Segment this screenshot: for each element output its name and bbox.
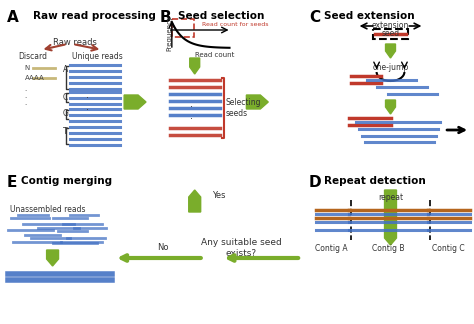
Text: Raw reads: Raw reads [53,38,96,47]
Text: ·: · [25,88,27,94]
Text: B: B [160,10,172,25]
Text: Seed extension: Seed extension [324,11,415,21]
Text: C: C [309,10,320,25]
Text: A: A [63,65,68,75]
FancyArrow shape [124,95,146,109]
Text: seed: seed [382,29,400,39]
Text: AAAA: AAAA [25,75,45,81]
Text: Read count: Read count [195,52,234,58]
Text: No: No [157,244,168,252]
Text: Contig A: Contig A [315,244,347,253]
Text: A: A [7,10,18,25]
Text: Contig merging: Contig merging [21,176,112,186]
Bar [373,29,409,39]
Text: C: C [63,92,68,101]
Text: T: T [63,128,67,136]
FancyArrow shape [385,44,395,58]
Text: Frequency: Frequency [166,15,172,51]
Text: G: G [63,110,68,119]
Text: one-jump: one-jump [373,64,409,73]
Text: ·: · [25,102,27,108]
Text: Seed selection: Seed selection [178,11,264,21]
Bar [172,19,194,37]
Text: N: N [25,65,30,71]
Text: Read count for seeds: Read count for seeds [201,22,268,27]
Text: Contig B: Contig B [372,244,405,253]
Text: Discard: Discard [18,52,47,61]
Text: E: E [7,175,17,190]
FancyArrow shape [46,250,58,266]
Text: D: D [309,175,322,190]
Text: Unique reads: Unique reads [72,52,123,61]
FancyArrow shape [246,95,268,109]
FancyArrow shape [190,58,200,74]
FancyArrow shape [385,100,395,114]
Text: Raw read processing: Raw read processing [33,11,155,21]
FancyArrow shape [189,190,201,212]
Text: extension: extension [372,21,409,30]
Text: ·
·: · · [190,102,193,124]
Text: Unassembled reads: Unassembled reads [10,205,85,214]
Text: ·: · [25,95,27,101]
Text: Yes: Yes [211,191,225,200]
Text: Selecting
seeds: Selecting seeds [226,98,261,118]
Text: repeat: repeat [378,193,403,202]
Text: Repeat detection: Repeat detection [324,176,426,186]
Text: Any suitable seed
exists?: Any suitable seed exists? [201,238,282,258]
Text: ·
·: · · [86,93,89,115]
Text: Contig C: Contig C [432,244,465,253]
FancyArrow shape [384,190,396,245]
